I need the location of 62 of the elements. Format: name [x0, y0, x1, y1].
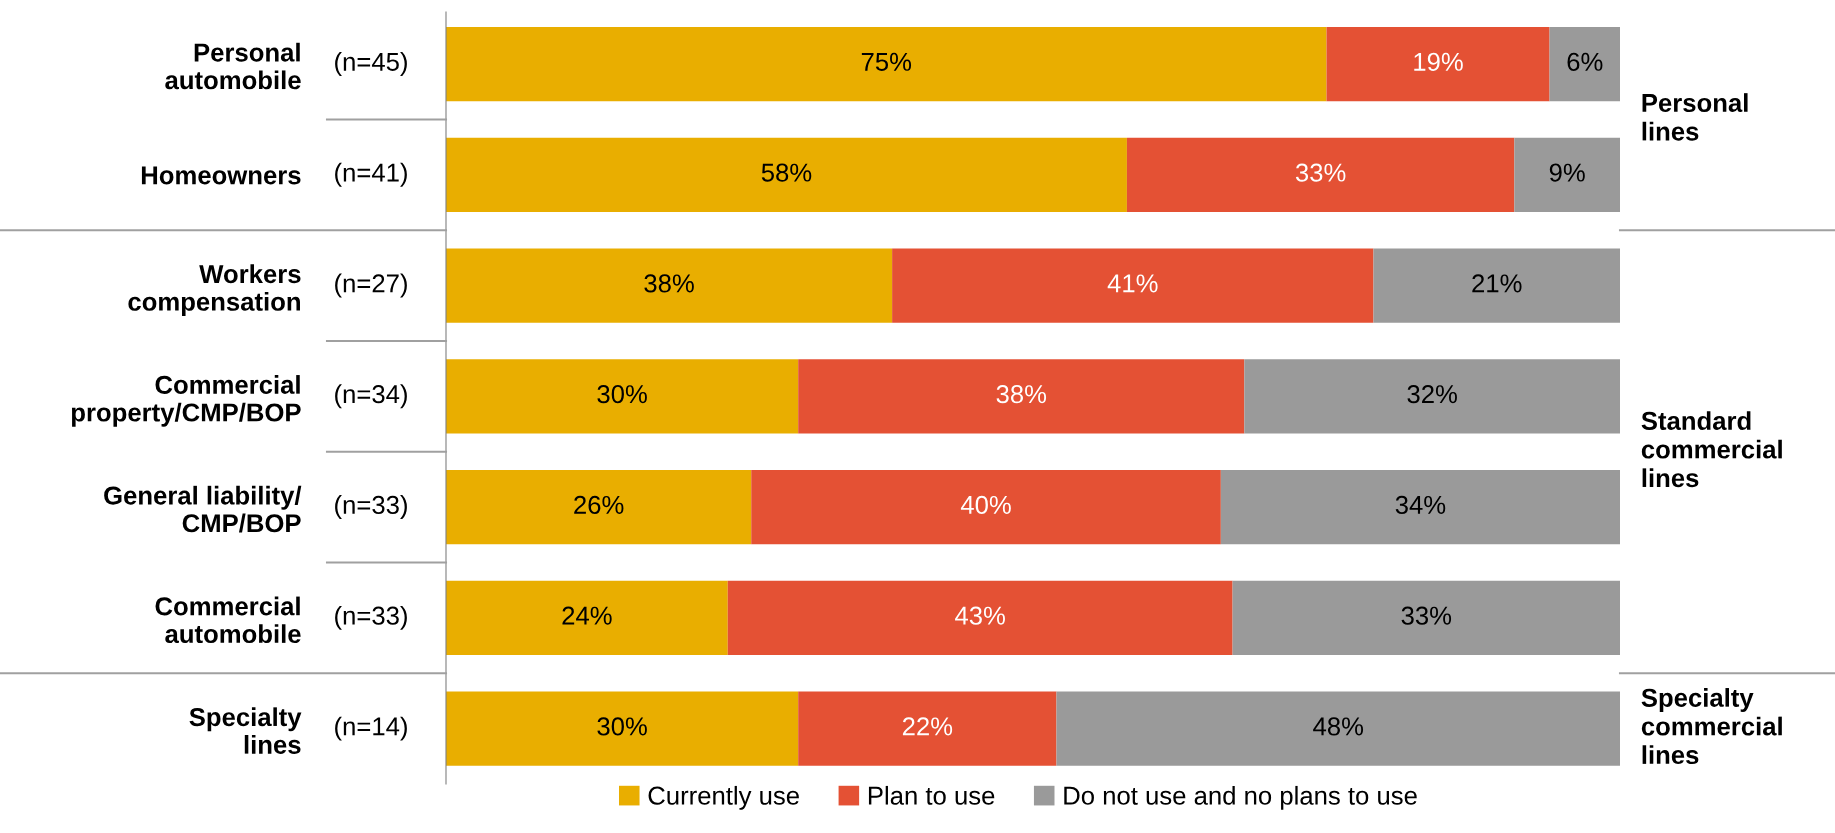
- bar: [1373, 248, 1620, 323]
- y-tick-label: Specialty lines: [189, 707, 302, 754]
- text: (n=33): [335, 495, 407, 520]
- data-label: 33%: [1401, 606, 1452, 625]
- bar: [1220, 469, 1620, 545]
- text: (n=34): [335, 384, 407, 409]
- text: (n=41): [335, 162, 407, 187]
- text: (n=33): [335, 605, 407, 630]
- data-label: 30%: [597, 385, 647, 404]
- data-label: 26%: [574, 495, 624, 514]
- y-tick-label: Homeowners: [141, 166, 301, 185]
- bar: [892, 248, 1374, 323]
- bar: [798, 359, 1245, 434]
- text: (n=45): [335, 52, 407, 77]
- bar: [1549, 26, 1620, 102]
- bar: [446, 691, 799, 766]
- bar: [798, 691, 1057, 766]
- text: Specialty commercial lines: [1641, 688, 1782, 765]
- data-label: 34%: [1395, 495, 1446, 514]
- bar: [727, 580, 1233, 655]
- data-label: 32%: [1407, 385, 1457, 404]
- y-tick-label: Workers compensation: [128, 264, 301, 316]
- y-tick-label: Commercial automobile: [155, 596, 301, 644]
- text: (n=27): [335, 273, 407, 298]
- data-label: 6%: [1567, 52, 1603, 71]
- bar: [446, 137, 1127, 212]
- legend-label: Plan to use: [868, 785, 995, 805]
- text: Personal lines: [1642, 93, 1748, 141]
- bar: [1244, 359, 1620, 434]
- data-label: 40%: [960, 495, 1011, 514]
- y-tick-label: Personal automobile: [165, 42, 301, 90]
- bar: [446, 580, 728, 655]
- bar: [1232, 580, 1620, 655]
- y-tick-label: Commercial property/CMP/BOP: [71, 375, 301, 427]
- data-label: 22%: [902, 717, 953, 736]
- text: Standard commercial lines: [1641, 411, 1782, 488]
- legend-label: Do not use and no plans to use: [1064, 785, 1417, 810]
- bar: [1514, 137, 1620, 212]
- bar: [446, 26, 1327, 102]
- data-label: 19%: [1414, 52, 1463, 71]
- bar: [1126, 137, 1515, 212]
- text: (n=14): [335, 716, 407, 741]
- data-label: 30%: [597, 717, 647, 736]
- data-label: 58%: [761, 163, 812, 182]
- bar: [1326, 26, 1550, 102]
- data-label: 48%: [1313, 717, 1364, 736]
- data-label: 41%: [1107, 274, 1158, 293]
- data-label: 38%: [644, 274, 694, 293]
- data-label: 38%: [996, 385, 1047, 404]
- bar: [446, 248, 893, 323]
- data-label: 33%: [1295, 163, 1346, 182]
- bar: [446, 359, 799, 434]
- y-tick-label: General liability/ CMP/BOP: [104, 485, 302, 533]
- data-label: 24%: [562, 606, 612, 625]
- bar: [751, 469, 1221, 545]
- data-label: 21%: [1472, 274, 1522, 293]
- data-label: 43%: [955, 606, 1005, 625]
- bar: [446, 469, 752, 545]
- bar: [1056, 691, 1620, 766]
- data-label: 75%: [861, 52, 912, 71]
- legend-label: Currently use: [648, 785, 799, 810]
- data-label: 9%: [1549, 163, 1585, 182]
